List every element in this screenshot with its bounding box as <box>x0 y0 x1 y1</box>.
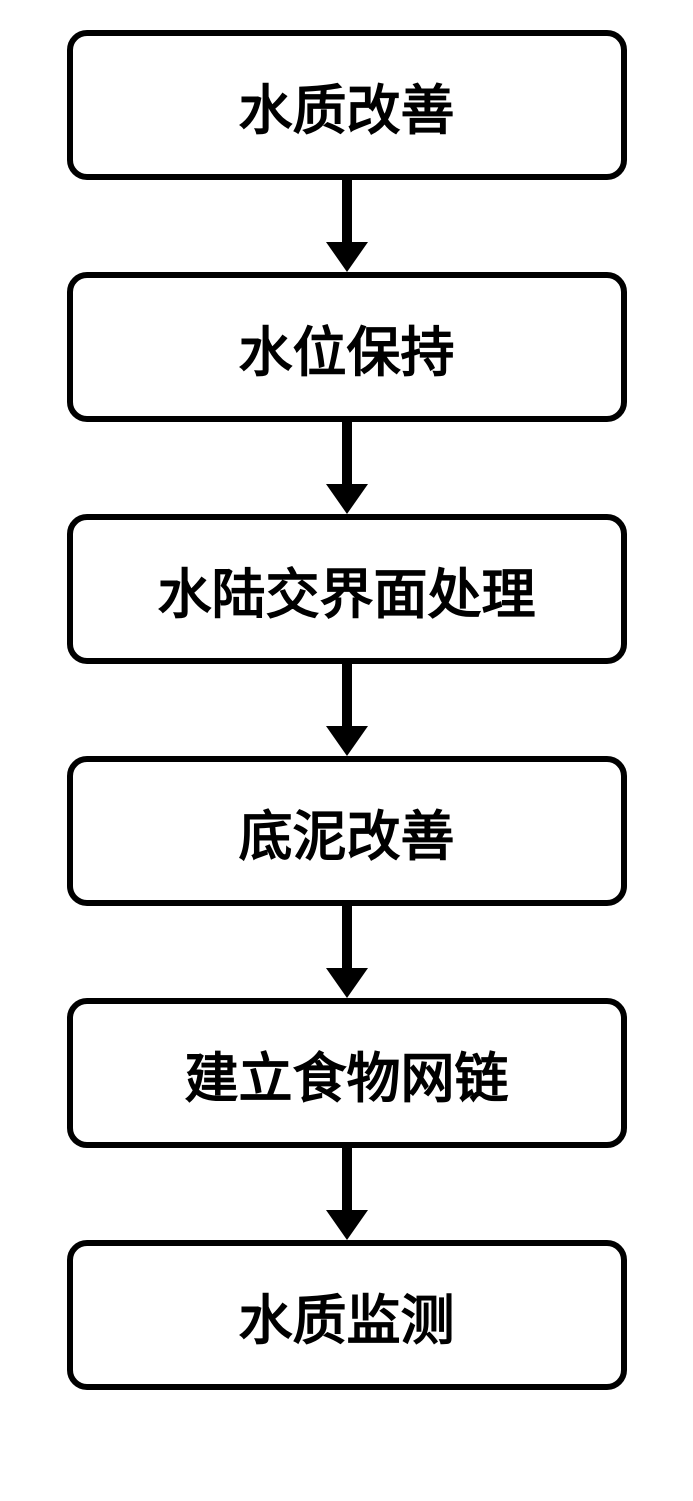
arrow-shaft <box>342 906 352 968</box>
arrow-head-icon <box>326 968 368 998</box>
flow-arrow-5 <box>326 1148 368 1240</box>
flow-node-4-label: 底泥改善 <box>239 792 455 871</box>
flowchart-container: 水质改善 水位保持 水陆交界面处理 底泥改善 建立食物网链 水质监测 <box>67 30 627 1390</box>
flow-arrow-3 <box>326 664 368 756</box>
flow-arrow-2 <box>326 422 368 514</box>
arrow-shaft <box>342 664 352 726</box>
flow-node-1: 水质改善 <box>67 30 627 180</box>
flow-arrow-1 <box>326 180 368 272</box>
flow-node-6-label: 水质监测 <box>239 1276 455 1355</box>
arrow-shaft <box>342 422 352 484</box>
arrow-head-icon <box>326 726 368 756</box>
arrow-head-icon <box>326 242 368 272</box>
flow-node-4: 底泥改善 <box>67 756 627 906</box>
arrow-head-icon <box>326 484 368 514</box>
arrow-head-icon <box>326 1210 368 1240</box>
flow-node-3-label: 水陆交界面处理 <box>158 550 536 629</box>
arrow-shaft <box>342 180 352 242</box>
flow-node-1-label: 水质改善 <box>239 66 455 145</box>
flow-node-3: 水陆交界面处理 <box>67 514 627 664</box>
flow-arrow-4 <box>326 906 368 998</box>
flow-node-2-label: 水位保持 <box>239 308 455 387</box>
flow-node-2: 水位保持 <box>67 272 627 422</box>
flow-node-5: 建立食物网链 <box>67 998 627 1148</box>
arrow-shaft <box>342 1148 352 1210</box>
flow-node-5-label: 建立食物网链 <box>185 1034 509 1113</box>
flow-node-6: 水质监测 <box>67 1240 627 1390</box>
